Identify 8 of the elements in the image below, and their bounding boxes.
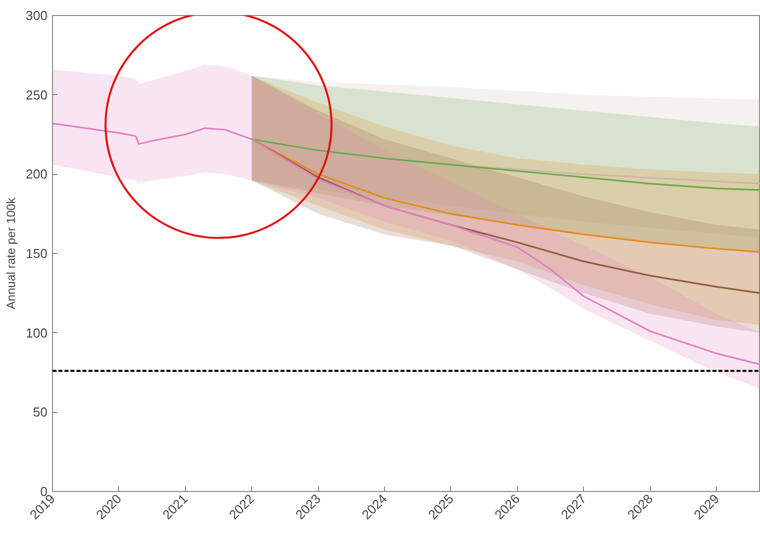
y-tick-label: 200 <box>26 166 48 182</box>
y-axis-title: Annual rate per 100k <box>4 196 18 310</box>
y-tick-label: 300 <box>26 8 48 23</box>
y-tick-label: 150 <box>26 246 48 261</box>
y-tick-label: 50 <box>33 404 48 420</box>
line-series <box>52 122 760 366</box>
y-tick-label: 100 <box>26 325 48 340</box>
y-tick-label: 250 <box>26 87 48 102</box>
